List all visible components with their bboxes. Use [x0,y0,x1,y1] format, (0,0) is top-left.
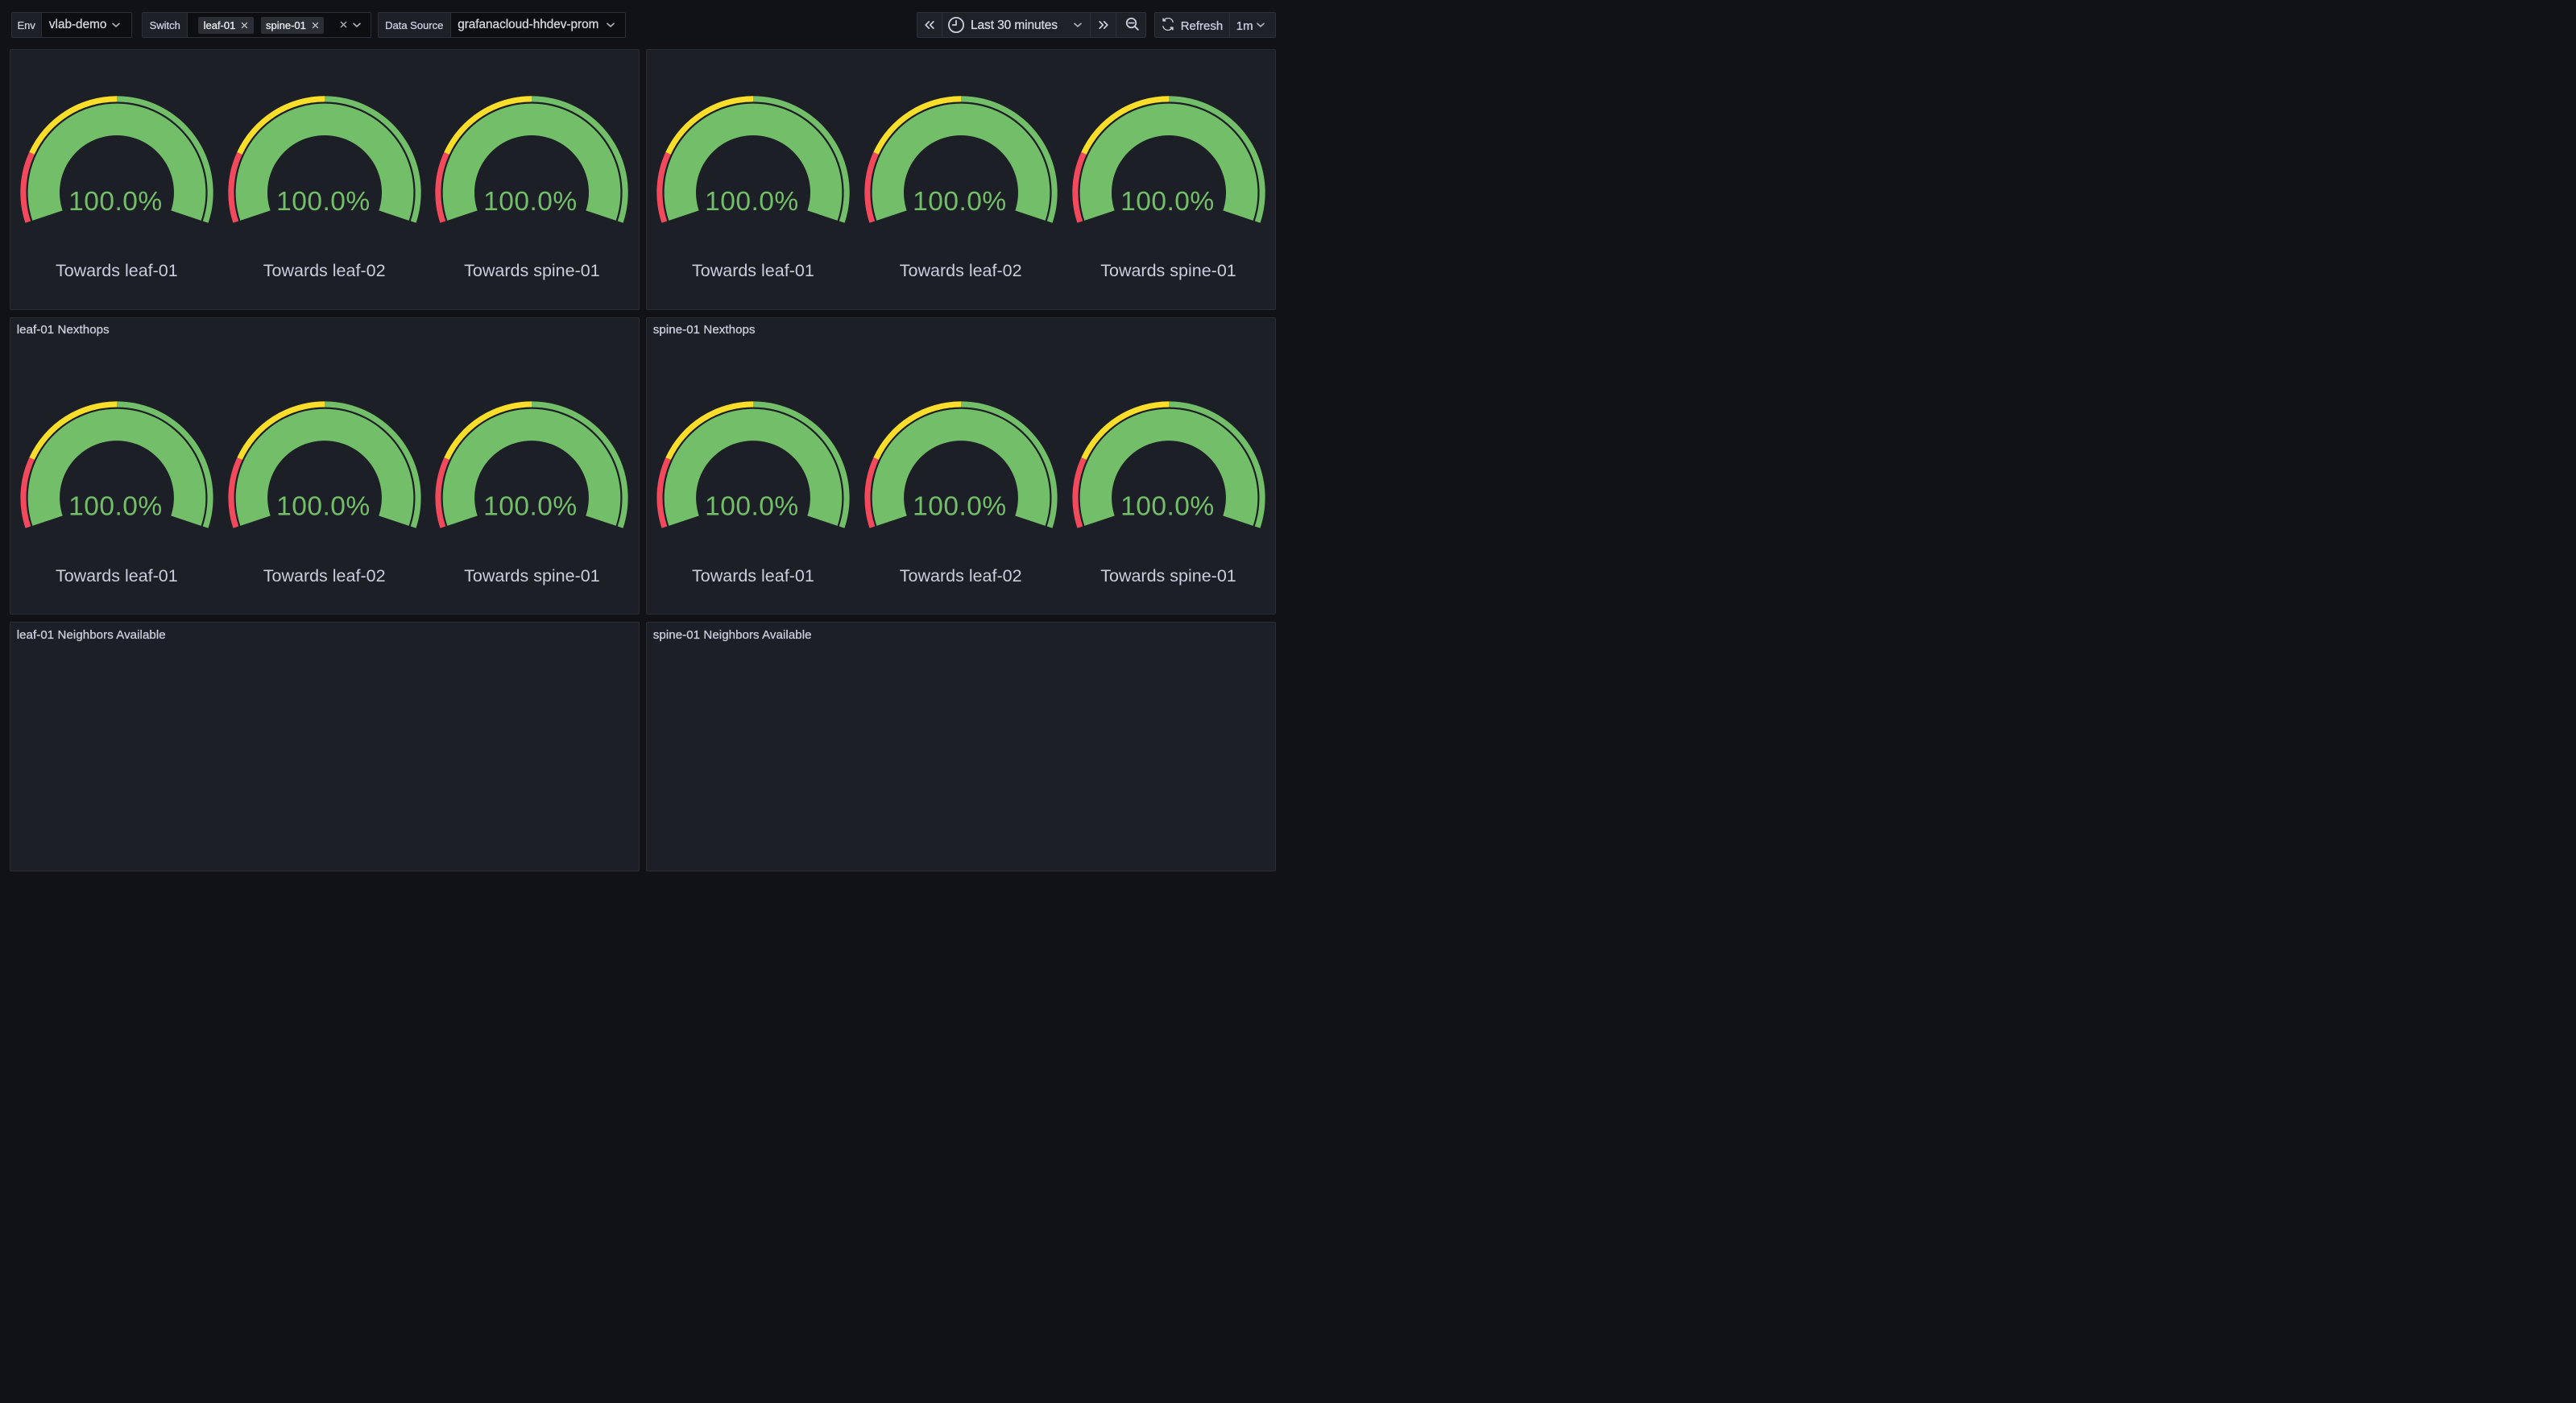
svg-text:100.0%: 100.0% [276,186,371,216]
svg-text:100.0%: 100.0% [1120,492,1215,522]
svg-text:100.0%: 100.0% [484,492,578,522]
svg-text:100.0%: 100.0% [705,492,799,522]
svg-text:100.0%: 100.0% [484,186,578,216]
svg-text:100.0%: 100.0% [913,186,1007,216]
svg-text:100.0%: 100.0% [913,492,1007,522]
svg-text:100.0%: 100.0% [705,186,799,216]
svg-text:100.0%: 100.0% [1120,186,1215,216]
svg-text:100.0%: 100.0% [68,492,163,522]
svg-text:100.0%: 100.0% [68,186,163,216]
svg-text:100.0%: 100.0% [276,492,371,522]
